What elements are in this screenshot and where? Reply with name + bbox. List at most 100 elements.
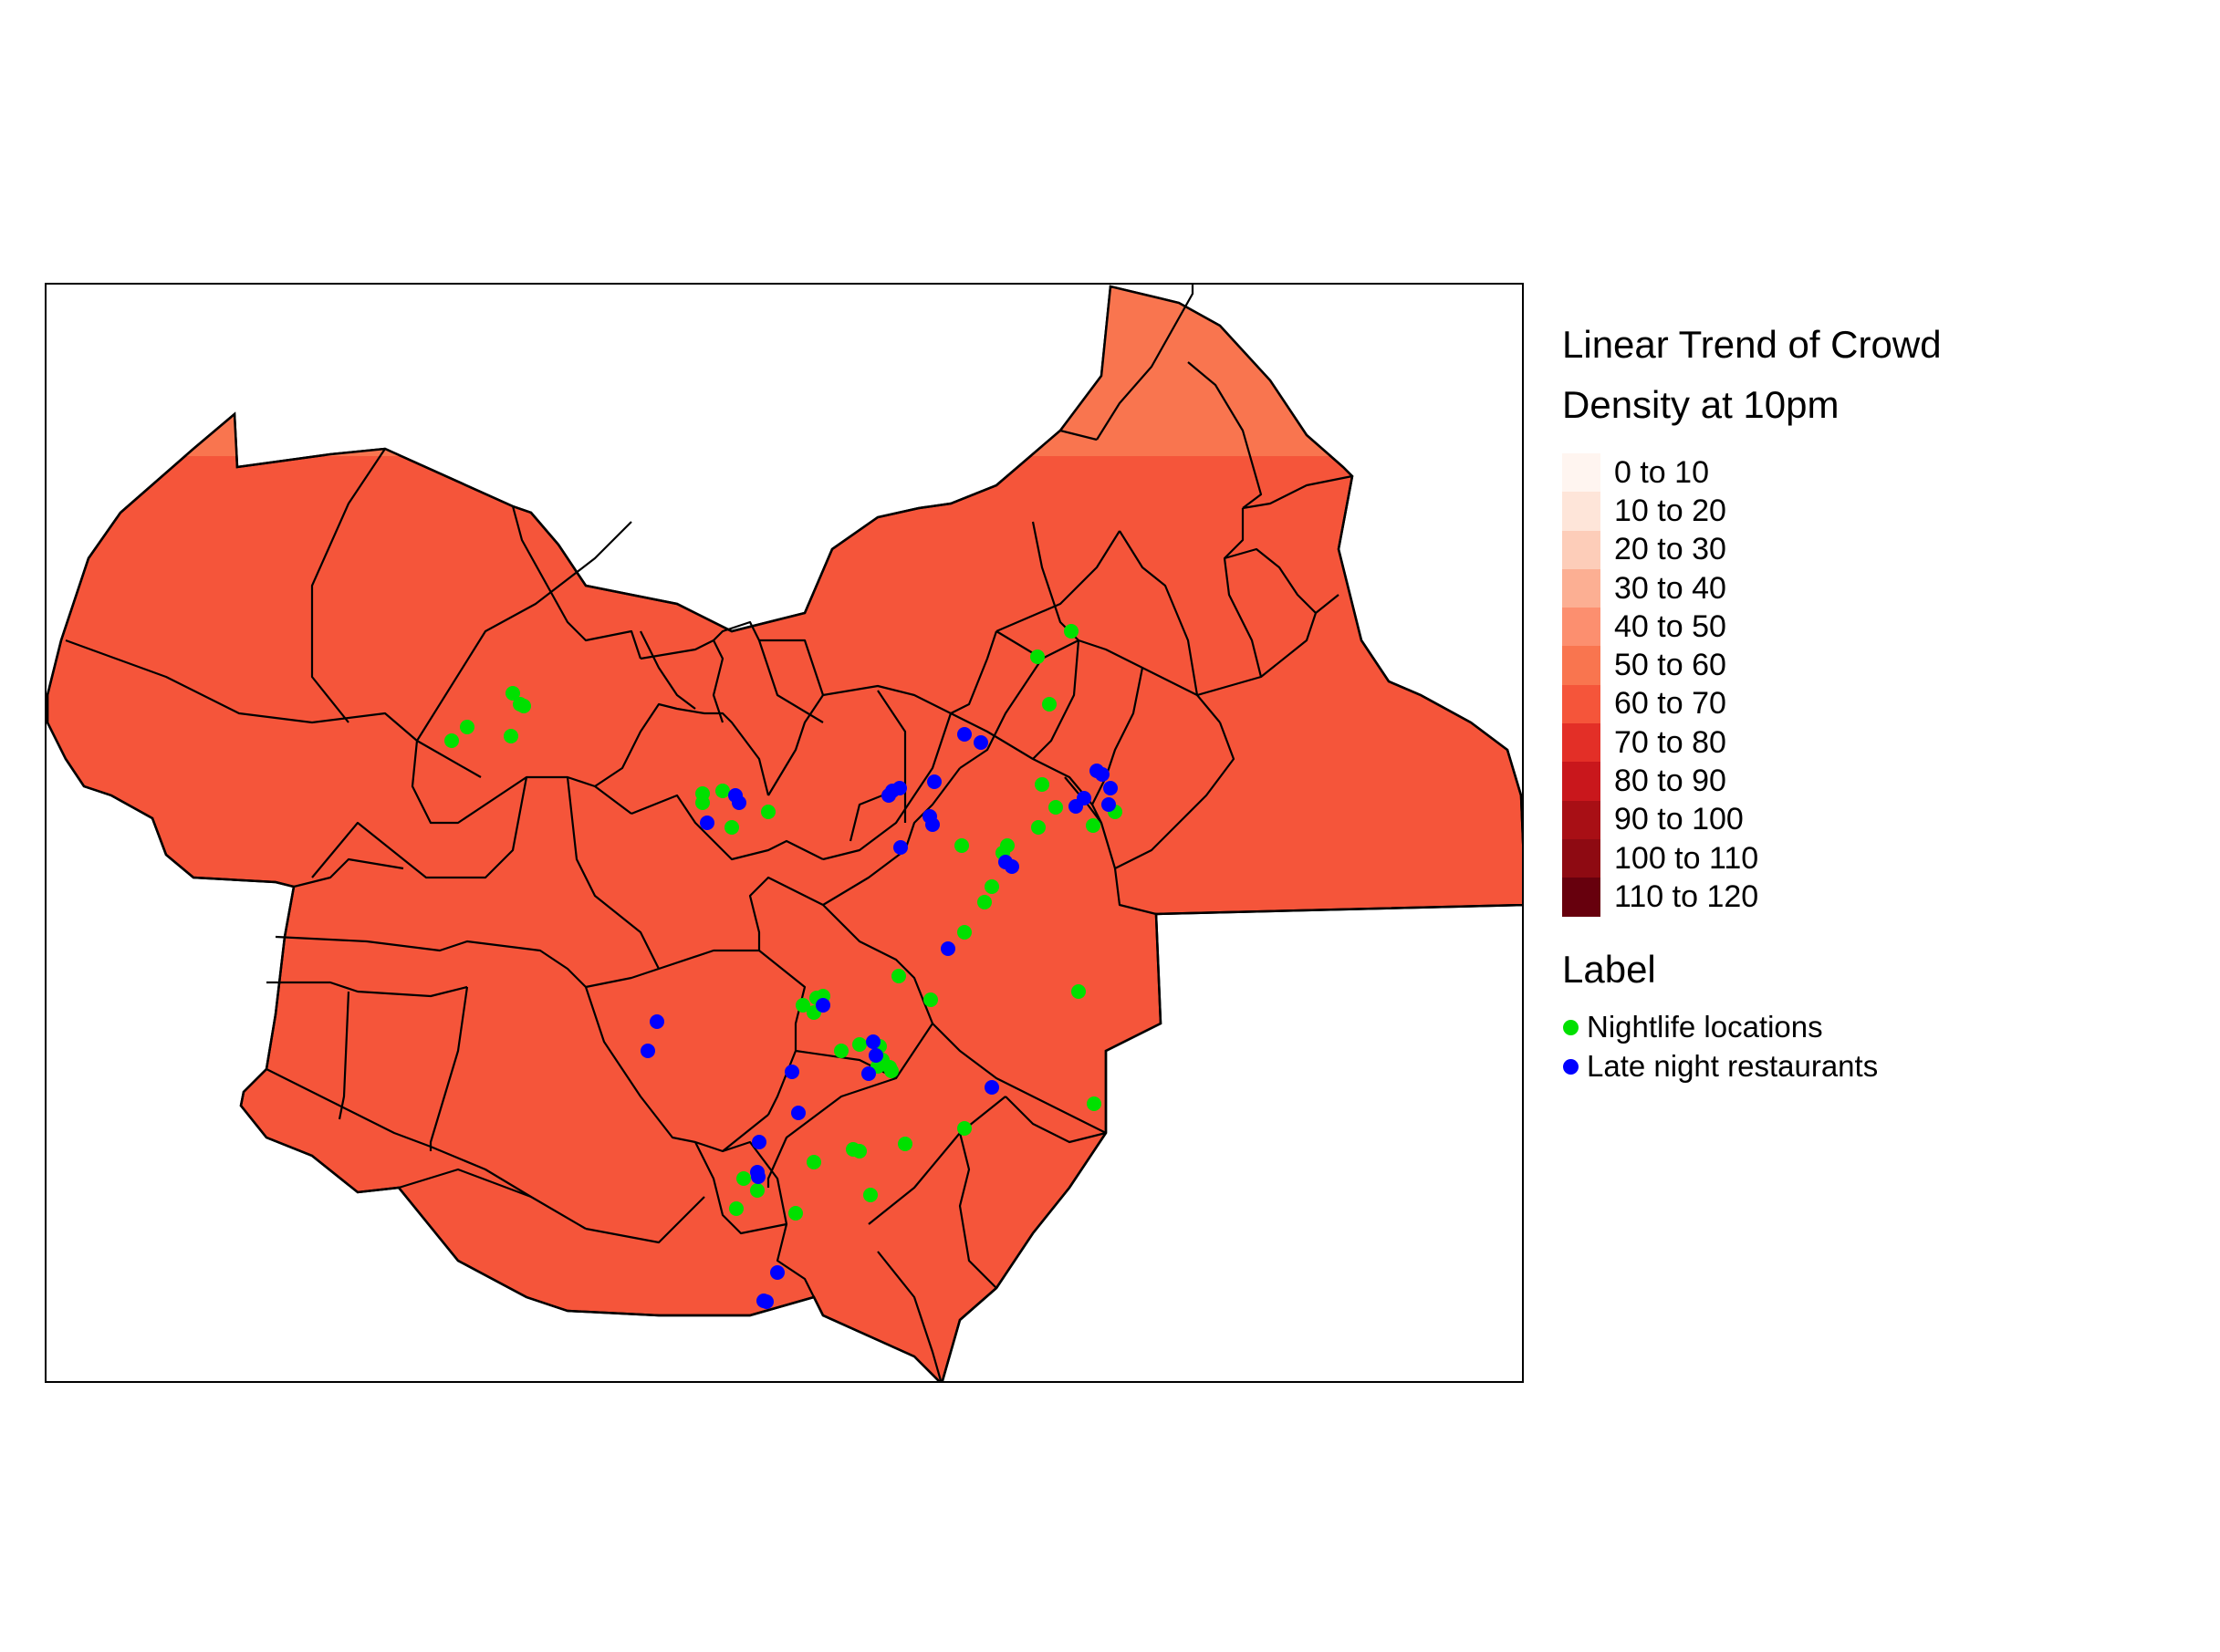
late-night-restaurant-point — [893, 840, 908, 855]
ramp-swatch — [1562, 723, 1600, 763]
ramp-class-1: 10 to 20 — [1562, 492, 2201, 531]
zone-boundary — [511, 505, 642, 660]
nightlife-location-point — [1087, 1096, 1101, 1111]
zone-boundary — [767, 694, 824, 796]
ramp-class-4: 40 to 50 — [1562, 608, 2201, 647]
nightlife-location-point — [985, 879, 999, 894]
late-night-restaurant-point — [1101, 797, 1116, 812]
ramp-label: 90 to 100 — [1614, 802, 1744, 837]
zone-boundary — [1113, 722, 1235, 916]
nightlife-location-point — [715, 784, 730, 798]
ramp-label: 20 to 30 — [1614, 532, 1726, 567]
ramp-swatch — [1562, 530, 1600, 569]
zone-boundary — [1059, 429, 1098, 442]
nightlife-location-point — [1042, 697, 1057, 712]
zone-boundary — [822, 767, 961, 906]
late-night-restaurant-point — [700, 816, 714, 830]
ramp-swatch — [1562, 492, 1600, 531]
nightlife-location-point — [898, 1137, 912, 1151]
zone-boundary — [877, 1251, 943, 1381]
nightlife-location-point — [1030, 649, 1045, 664]
nightlife-location-point — [977, 895, 992, 909]
late-night-restaurants-layer — [641, 727, 1118, 1309]
late-night-restaurant-point — [866, 1034, 881, 1049]
nightlife-location-point — [1035, 777, 1049, 792]
nightlife-location-point — [796, 998, 810, 1013]
ramp-label: 70 to 80 — [1614, 724, 1726, 760]
late-night-restaurant-point — [892, 781, 907, 795]
zone-boundary — [758, 950, 807, 1116]
nightlife-location-point — [807, 1155, 821, 1169]
nightlife-location-point — [852, 1144, 867, 1158]
edge-band — [47, 286, 1522, 456]
late-night-restaurant-point — [941, 941, 955, 956]
zone-boundary — [748, 876, 824, 951]
nightlife-location-point — [863, 1188, 878, 1202]
late-night-restaurant-point — [1103, 781, 1118, 795]
points-legend-item-0: Nightlife locations — [1562, 1008, 2201, 1047]
late-night-restaurant-point — [957, 727, 972, 742]
zone-boundary — [631, 794, 824, 861]
zone-boundary — [1064, 776, 1102, 824]
zone-boundary — [310, 448, 386, 723]
late-night-restaurant-point — [732, 795, 746, 810]
zone-boundary — [722, 1140, 824, 1316]
density-color-ramp: 0 to 10 10 to 20 20 to 30 30 to 40 40 to 50 5… — [1562, 453, 2201, 917]
ramp-swatch — [1562, 568, 1600, 608]
map-panel — [45, 283, 1524, 1383]
zone-boundary — [757, 639, 824, 723]
zone-boundary — [1196, 594, 1339, 697]
late-night-restaurant-point — [1095, 767, 1110, 782]
ramp-class-10: 100 to 110 — [1562, 838, 2201, 878]
nightlife-location-point — [695, 795, 710, 810]
nightlife-location-point — [788, 1206, 803, 1221]
zone-boundary — [1119, 530, 1199, 696]
ramp-class-6: 60 to 70 — [1562, 684, 2201, 724]
zone-boundary — [1242, 474, 1353, 510]
nightlife-location-point — [460, 720, 474, 734]
zone-boundaries — [65, 285, 1353, 1381]
zone-boundary — [1224, 547, 1317, 614]
ramp-label: 0 to 10 — [1614, 454, 1709, 490]
nightlife-location-point — [516, 699, 531, 713]
late-night-restaurant-point — [751, 1169, 766, 1184]
points-legend: Nightlife locations Late night restaurant… — [1562, 1008, 2201, 1086]
zone-boundary — [1005, 1096, 1107, 1144]
ramp-swatch — [1562, 838, 1600, 878]
zone-boundary — [795, 1049, 897, 1079]
points-legend-title: Label — [1562, 947, 1656, 991]
ramp-label: 60 to 70 — [1614, 686, 1726, 722]
nightlife-location-point — [954, 838, 969, 853]
legend-title-line-2: Density at 10pm — [1562, 383, 1840, 426]
map-legend: Linear Trend of Crowd Density at 10pm 0 … — [1562, 315, 2201, 1086]
ramp-swatch — [1562, 453, 1600, 493]
late-night-restaurant-point — [785, 1065, 799, 1079]
nightlife-location-point — [724, 820, 739, 835]
late-night-restaurant-point — [881, 788, 896, 803]
point-symbol-icon — [1563, 1019, 1579, 1035]
late-night-restaurant-point — [974, 735, 988, 750]
nightlife-location-point — [882, 1060, 897, 1075]
zone-boundary — [1187, 361, 1263, 509]
zone-boundary — [1223, 508, 1263, 678]
nightlife-location-point — [852, 1037, 867, 1052]
points-legend-item-1: Late night restaurants — [1562, 1047, 2201, 1086]
points-legend-label: Nightlife locations — [1587, 1010, 1823, 1044]
zone-boundary — [868, 1096, 1006, 1225]
zone-boundary — [411, 740, 632, 825]
zone-boundary — [416, 521, 632, 742]
nightlife-location-point — [444, 733, 459, 748]
zone-boundary — [293, 857, 404, 888]
ramp-swatch — [1562, 878, 1600, 917]
nightlife-location-point — [834, 1044, 849, 1058]
nightlife-location-point — [957, 925, 972, 940]
late-night-restaurant-point — [861, 1066, 876, 1081]
ramp-class-9: 90 to 100 — [1562, 800, 2201, 839]
ramp-swatch — [1562, 608, 1600, 647]
late-night-restaurant-point — [770, 1265, 785, 1280]
late-night-restaurant-point — [650, 1014, 664, 1029]
zone-boundary — [1096, 285, 1194, 441]
late-night-restaurant-point — [816, 998, 830, 1013]
late-night-restaurant-point — [925, 817, 940, 832]
study-area-border — [47, 285, 1522, 1381]
